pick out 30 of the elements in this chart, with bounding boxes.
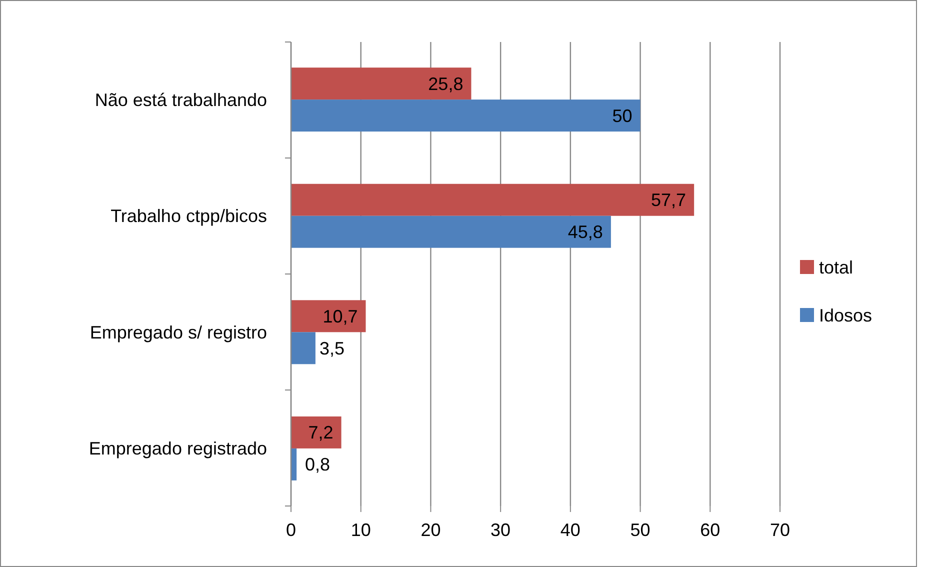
- x-tick-label: 30: [490, 520, 511, 540]
- data-label: 25,8: [428, 74, 464, 94]
- bar: [291, 68, 472, 100]
- x-tick-label: 20: [420, 520, 441, 540]
- data-label: 7,2: [308, 422, 334, 443]
- x-tick-label: 50: [630, 520, 650, 540]
- bar: [291, 448, 297, 480]
- bar: [291, 416, 342, 448]
- legend-label: total: [819, 257, 854, 278]
- data-label: 0,8: [305, 454, 330, 475]
- x-tick-label: 40: [560, 520, 580, 540]
- bar: [291, 216, 611, 248]
- x-tick-label: 70: [770, 520, 790, 540]
- x-tick-label: 10: [350, 520, 371, 540]
- bar: [291, 100, 640, 132]
- data-label: 45,8: [568, 222, 603, 242]
- legend-label: Idosos: [819, 305, 872, 326]
- y-tick-label: Empregado s/ registro: [90, 322, 267, 342]
- y-tick-label: Não está trabalhando: [94, 90, 267, 110]
- data-label: 57,7: [651, 190, 686, 210]
- x-tick-label: 60: [700, 520, 720, 540]
- bar: [291, 300, 366, 332]
- data-label: 3,5: [319, 338, 344, 358]
- y-tick-label: Empregado registrado: [88, 438, 267, 459]
- data-label: 10,7: [322, 306, 358, 326]
- bar: [291, 184, 694, 216]
- y-tick-label: Trabalho ctpp/bicos: [110, 206, 267, 226]
- bar: [291, 332, 316, 364]
- x-tick-label: 0: [286, 520, 296, 540]
- data-label: 50: [612, 106, 632, 126]
